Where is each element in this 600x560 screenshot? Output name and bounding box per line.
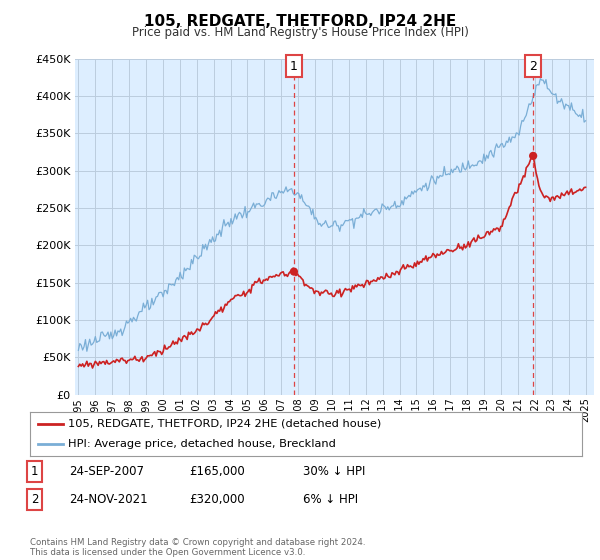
Text: £320,000: £320,000 xyxy=(189,493,245,506)
Text: 30% ↓ HPI: 30% ↓ HPI xyxy=(303,465,365,478)
Text: 2: 2 xyxy=(31,493,38,506)
Text: 2: 2 xyxy=(529,60,537,73)
Text: HPI: Average price, detached house, Breckland: HPI: Average price, detached house, Brec… xyxy=(68,439,335,449)
Text: 1: 1 xyxy=(31,465,38,478)
Point xyxy=(289,267,299,276)
Text: Price paid vs. HM Land Registry's House Price Index (HPI): Price paid vs. HM Land Registry's House … xyxy=(131,26,469,39)
Text: 1: 1 xyxy=(290,60,298,73)
Text: 105, REDGATE, THETFORD, IP24 2HE: 105, REDGATE, THETFORD, IP24 2HE xyxy=(144,14,456,29)
Text: 105, REDGATE, THETFORD, IP24 2HE (detached house): 105, REDGATE, THETFORD, IP24 2HE (detach… xyxy=(68,419,381,429)
Text: 24-SEP-2007: 24-SEP-2007 xyxy=(69,465,144,478)
Text: 24-NOV-2021: 24-NOV-2021 xyxy=(69,493,148,506)
Point xyxy=(529,151,538,160)
Text: Contains HM Land Registry data © Crown copyright and database right 2024.
This d: Contains HM Land Registry data © Crown c… xyxy=(30,538,365,557)
Text: 6% ↓ HPI: 6% ↓ HPI xyxy=(303,493,358,506)
Text: £165,000: £165,000 xyxy=(189,465,245,478)
